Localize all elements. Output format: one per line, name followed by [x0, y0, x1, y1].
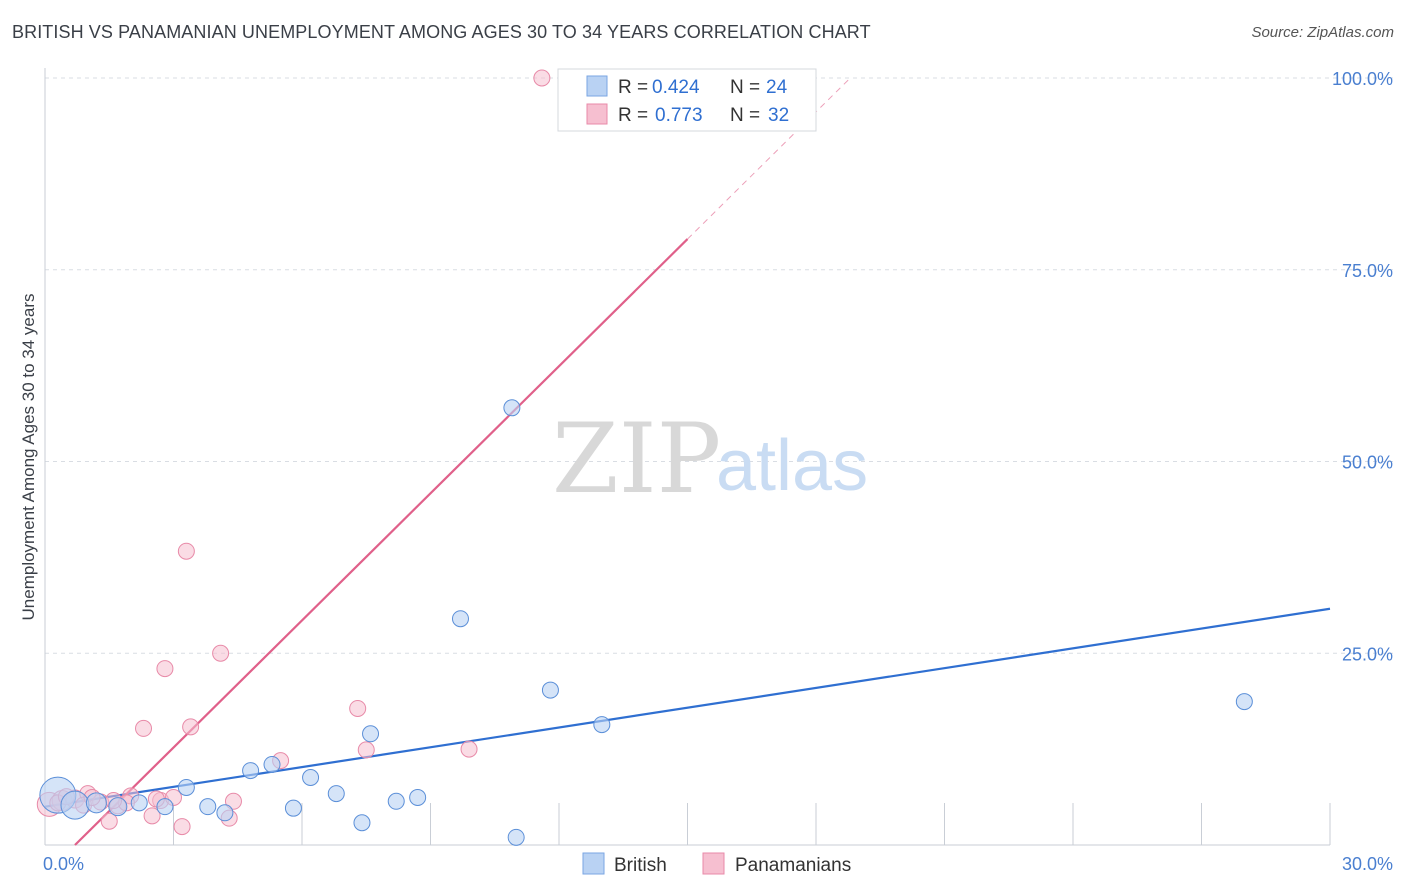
- data-point-panamanians: [177, 542, 195, 560]
- source-label: Source: ZipAtlas.com: [1251, 24, 1394, 41]
- data-point-panamanians: [357, 741, 375, 759]
- legend-r-value-panamanians: 0.773: [655, 105, 703, 126]
- trend-line-british: [44, 607, 1331, 808]
- data-point-british: [302, 769, 320, 787]
- grid: [45, 77, 1393, 654]
- data-point-british: [503, 399, 521, 417]
- watermark: ZIP atlas: [552, 403, 868, 515]
- data-point-british: [593, 716, 611, 734]
- data-point-british: [85, 792, 107, 814]
- x-tick-label: 0.0%: [43, 854, 84, 874]
- legend-r-label-panamanians: R =: [618, 105, 648, 126]
- data-point-panamanians: [224, 792, 242, 810]
- data-point-british: [242, 762, 260, 780]
- legend-n-label-panamanians: N =: [730, 105, 760, 126]
- trend-line-panamanians: [74, 238, 689, 846]
- data-point-panamanians: [143, 807, 161, 825]
- data-point-panamanians: [349, 699, 367, 717]
- data-point-british: [108, 797, 128, 817]
- data-point-british: [327, 785, 345, 803]
- watermark-zip: ZIP: [552, 403, 721, 515]
- stats-legend: R = 0.424 N = 24 R = 0.773 N = 32: [557, 68, 817, 132]
- legend-swatch-british: [586, 75, 608, 97]
- data-point-british: [156, 798, 174, 816]
- legend-r-value-british: 0.424: [652, 77, 700, 98]
- data-point-british: [507, 828, 525, 846]
- data-point-british: [409, 788, 427, 806]
- bottom-legend-label-panamanians: Panamanians: [735, 855, 851, 876]
- x-tick-label: 30.0%: [1342, 854, 1393, 874]
- y-tick-label: 25.0%: [1342, 644, 1393, 664]
- data-point-british: [216, 804, 234, 822]
- data-point-panamanians: [173, 818, 191, 836]
- data-point-british: [451, 610, 469, 628]
- data-point-panamanians: [182, 718, 200, 736]
- data-point-british: [362, 725, 380, 743]
- data-point-british: [541, 681, 559, 699]
- bottom-legend: British Panamanians: [582, 852, 851, 876]
- trend-line-panamanians-extension: [687, 77, 851, 240]
- data-point-british: [263, 755, 281, 773]
- y-tick-label: 50.0%: [1342, 453, 1393, 473]
- y-tick-label: 100.0%: [1332, 69, 1393, 89]
- trend-lines: [44, 77, 1331, 846]
- data-point-british: [177, 778, 195, 796]
- data-point-panamanians: [135, 719, 153, 737]
- data-point-british: [284, 799, 302, 817]
- legend-r-label-british: R =: [618, 77, 648, 98]
- data-point-panamanians: [100, 812, 118, 830]
- data-point-british: [60, 790, 90, 820]
- watermark-atlas: atlas: [716, 426, 868, 506]
- data-point-panamanians: [460, 740, 478, 758]
- data-point-panamanians: [533, 69, 551, 87]
- bottom-legend-label-british: British: [614, 855, 667, 876]
- legend-n-label-british: N =: [730, 77, 760, 98]
- data-point-british: [353, 814, 371, 832]
- data-point-british: [130, 794, 148, 812]
- data-point-british: [1235, 693, 1253, 711]
- bottom-legend-swatch-panamanians: [702, 852, 725, 875]
- data-point-panamanians: [156, 660, 174, 678]
- axes: 25.0% 50.0% 75.0% 100.0% 0.0% 30.0%: [43, 68, 1393, 874]
- data-point-british: [199, 798, 217, 816]
- bottom-legend-swatch-british: [582, 852, 605, 875]
- data-point-panamanians: [212, 644, 230, 662]
- data-point-british: [387, 792, 405, 810]
- y-tick-label: 75.0%: [1342, 261, 1393, 281]
- y-axis-label: Unemployment Among Ages 30 to 34 years: [19, 294, 38, 621]
- legend-n-value-panamanians: 32: [768, 105, 789, 126]
- legend-swatch-panamanians: [586, 103, 608, 125]
- data-points: [36, 69, 1253, 846]
- legend-n-value-british: 24: [766, 77, 788, 98]
- chart-title: BRITISH VS PANAMANIAN UNEMPLOYMENT AMONG…: [12, 22, 871, 42]
